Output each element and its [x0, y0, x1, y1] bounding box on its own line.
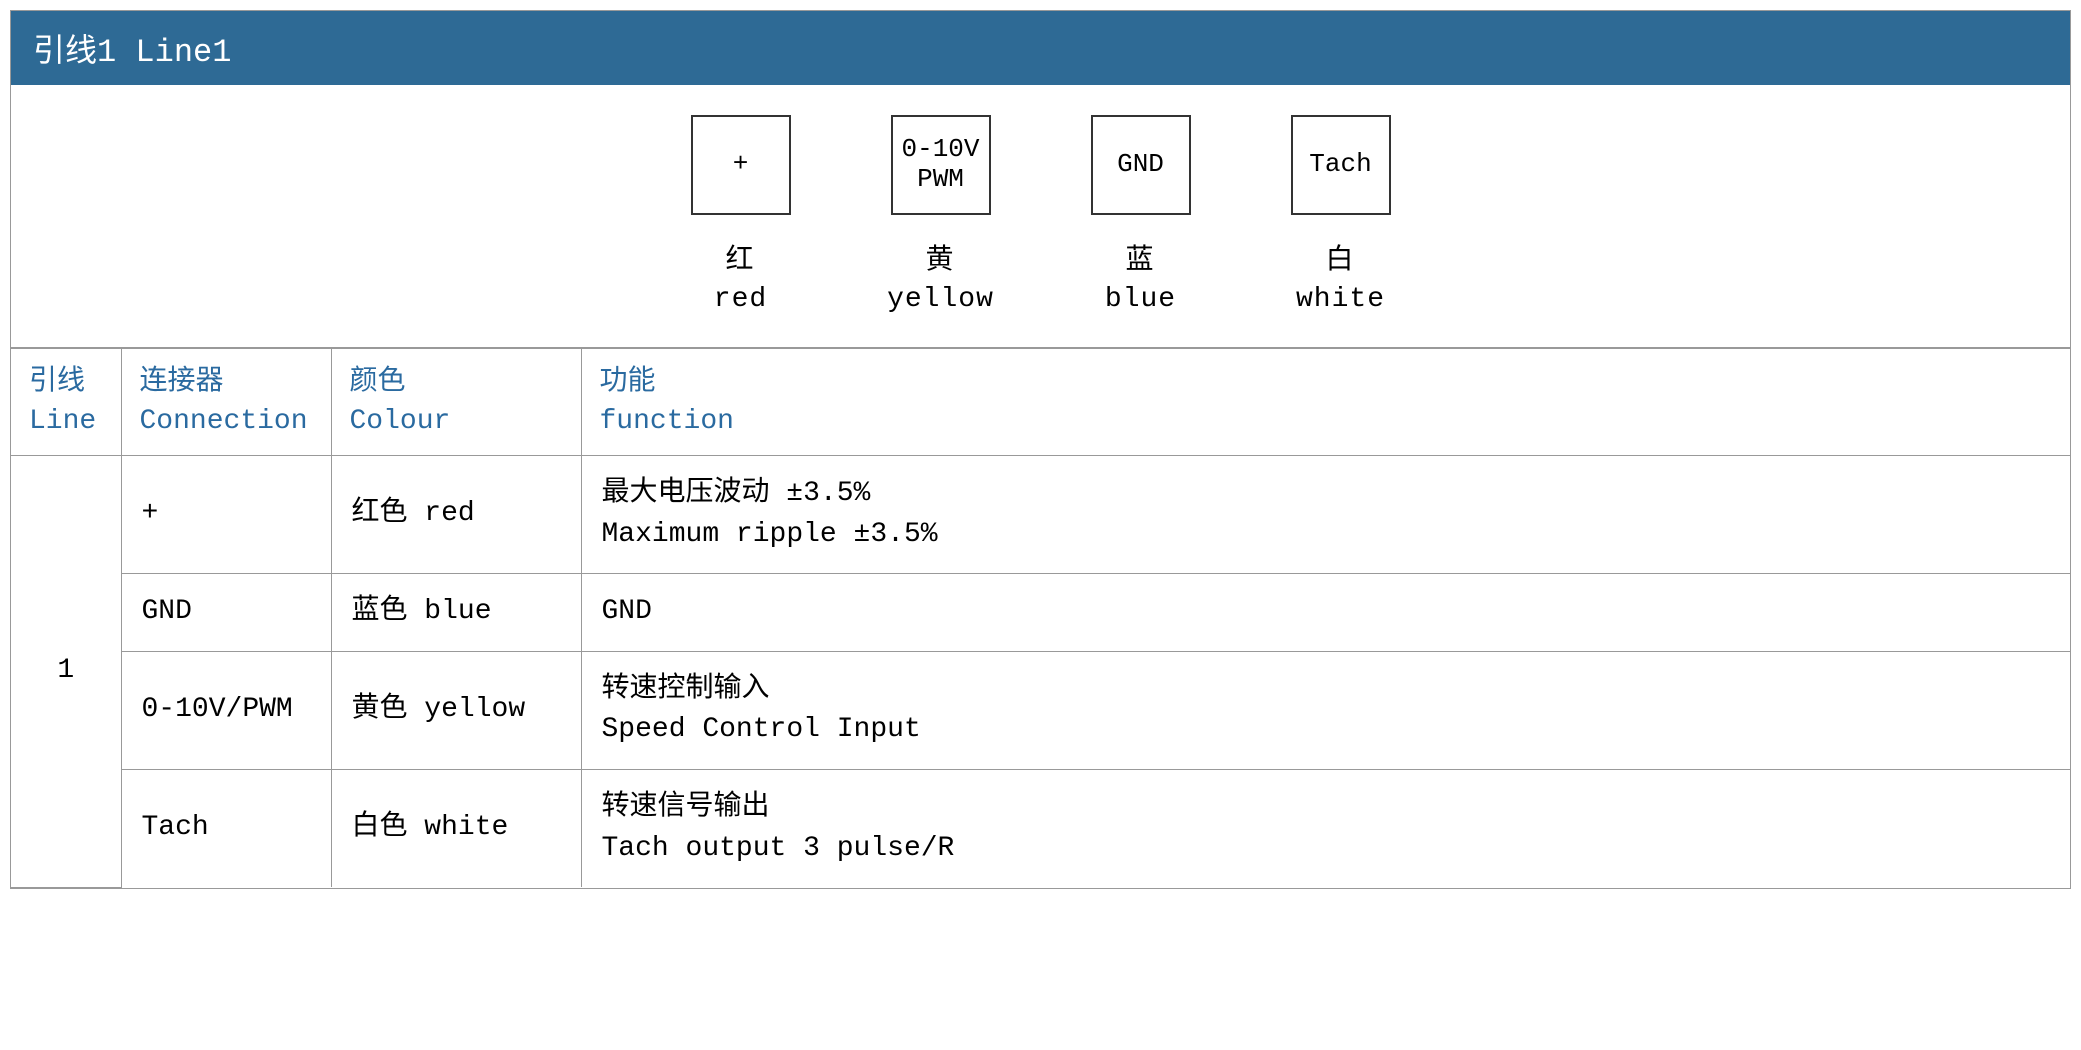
cell-colour: 黄色 yellow	[331, 651, 581, 769]
th-cn: 颜色	[350, 363, 563, 402]
pin-box-gnd: GND	[1091, 115, 1191, 215]
pin-box-pwm: 0-10V PWM	[891, 115, 991, 215]
pin-label-cn: 红	[714, 243, 767, 281]
table-row: Tach 白色 white 转速信号输出 Tach output 3 pulse…	[11, 769, 2070, 887]
table-row: GND 蓝色 blue GND	[11, 574, 2070, 652]
pin-item: GND 蓝 blue	[1071, 115, 1211, 319]
th-en: Colour	[350, 402, 563, 441]
pin-label-en: white	[1296, 281, 1385, 319]
pin-label: 蓝 blue	[1105, 243, 1176, 319]
pin-label: 黄 yellow	[887, 243, 994, 319]
pin-box-tach: Tach	[1291, 115, 1391, 215]
pin-label-cn: 白	[1296, 243, 1385, 281]
pin-box-line1: 0-10V	[901, 135, 979, 165]
func-en: GND	[602, 592, 2051, 633]
th-line: 引线 Line	[11, 348, 121, 455]
th-colour: 颜色 Colour	[331, 348, 581, 455]
pin-box-plus: +	[691, 115, 791, 215]
cell-function: 转速控制输入 Speed Control Input	[581, 651, 2070, 769]
cell-colour: 红色 red	[331, 455, 581, 573]
pin-item: Tach 白 white	[1271, 115, 1411, 319]
th-en: Line	[29, 402, 103, 441]
section-header: 引线1 Line1	[11, 11, 2070, 85]
func-cn: 转速信号输出	[602, 788, 2051, 829]
table-header-row: 引线 Line 连接器 Connection 颜色 Colour 功能 func…	[11, 348, 2070, 455]
cell-line-value: 1	[11, 455, 121, 887]
cell-function: 转速信号输出 Tach output 3 pulse/R	[581, 769, 2070, 887]
cell-connection: +	[121, 455, 331, 573]
pin-label-en: blue	[1105, 281, 1176, 319]
cell-function: 最大电压波动 ±3.5% Maximum ripple ±3.5%	[581, 455, 2070, 573]
th-en: function	[600, 402, 2053, 441]
th-function: 功能 function	[581, 348, 2070, 455]
th-en: Connection	[140, 402, 313, 441]
func-en: Tach output 3 pulse/R	[602, 829, 2051, 870]
pin-row: + 红 red 0-10V PWM 黄 yellow G	[11, 115, 2070, 319]
pin-box-line1: +	[733, 150, 749, 180]
table-row: 0-10V/PWM 黄色 yellow 转速控制输入 Speed Control…	[11, 651, 2070, 769]
pin-label-en: yellow	[887, 281, 994, 319]
pin-label-cn: 黄	[887, 243, 994, 281]
pin-label: 红 red	[714, 243, 767, 319]
table-row: 1 + 红色 red 最大电压波动 ±3.5% Maximum ripple ±…	[11, 455, 2070, 573]
cell-colour: 蓝色 blue	[331, 574, 581, 652]
th-connection: 连接器 Connection	[121, 348, 331, 455]
func-cn: 最大电压波动 ±3.5%	[602, 474, 2051, 515]
pin-label-cn: 蓝	[1105, 243, 1176, 281]
pin-box-line1: GND	[1117, 150, 1164, 180]
th-cn: 连接器	[140, 363, 313, 402]
spec-table: 引线 Line 连接器 Connection 颜色 Colour 功能 func…	[11, 348, 2070, 888]
cell-function: GND	[581, 574, 2070, 652]
pin-label: 白 white	[1296, 243, 1385, 319]
pin-box-line2: PWM	[917, 165, 964, 195]
pin-item: 0-10V PWM 黄 yellow	[871, 115, 1011, 319]
cell-connection: GND	[121, 574, 331, 652]
cell-connection: Tach	[121, 769, 331, 887]
cell-connection: 0-10V/PWM	[121, 651, 331, 769]
func-cn: 转速控制输入	[602, 670, 2051, 711]
pin-diagram: + 红 red 0-10V PWM 黄 yellow G	[11, 85, 2070, 348]
func-en: Speed Control Input	[602, 710, 2051, 751]
pin-box-line1: Tach	[1309, 150, 1371, 180]
th-cn: 功能	[600, 363, 2053, 402]
spec-sheet: 引线1 Line1 + 红 red 0-10V PWM 黄 yello	[10, 10, 2071, 889]
cell-colour: 白色 white	[331, 769, 581, 887]
func-en: Maximum ripple ±3.5%	[602, 515, 2051, 556]
th-cn: 引线	[29, 363, 103, 402]
pin-label-en: red	[714, 281, 767, 319]
pin-item: + 红 red	[671, 115, 811, 319]
